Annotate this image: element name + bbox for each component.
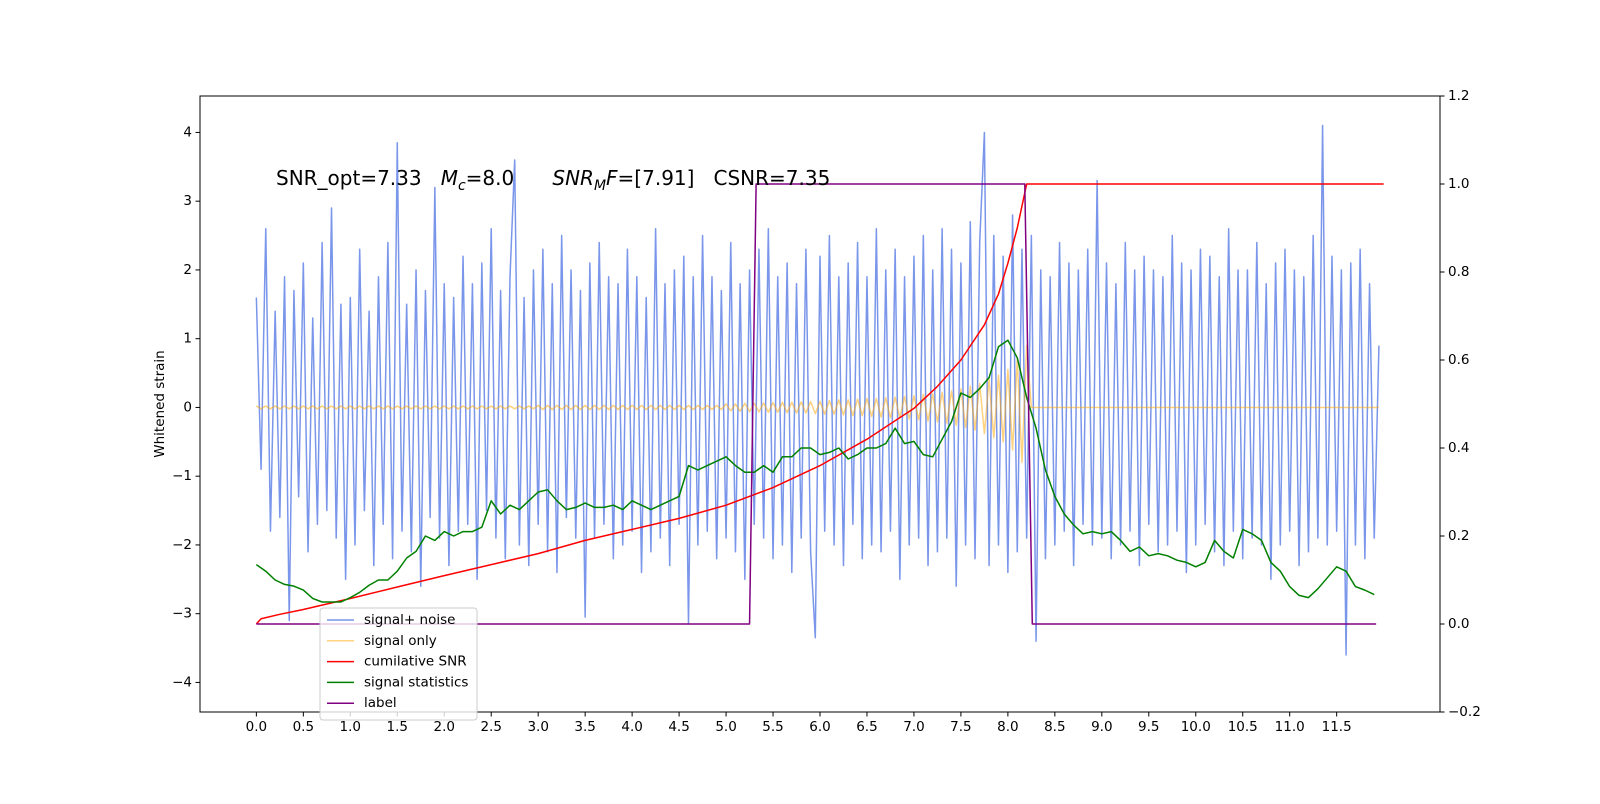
annotation-part: =[7.91] CSNR=7.35: [618, 166, 831, 190]
series-line: [255, 344, 1379, 464]
x-tick-label: 7.5: [950, 719, 971, 735]
annotation-part: =8.0: [466, 166, 553, 190]
x-tick-label: 11.0: [1275, 719, 1305, 735]
x-tick-label: 11.5: [1322, 719, 1352, 735]
legend-label: label: [364, 695, 397, 711]
y2-tick-label: 0.2: [1448, 528, 1469, 544]
x-tick-label: 4.0: [621, 719, 642, 735]
y-tick-label: 1: [183, 331, 192, 347]
legend-label: signal+ noise: [364, 612, 455, 628]
x-tick-label: 9.0: [1091, 719, 1112, 735]
annotation-part: SNR_opt=7.33: [276, 166, 441, 190]
x-tick-label: 4.5: [668, 719, 689, 735]
x-tick-label: 3.5: [574, 719, 595, 735]
y-tick-label: 4: [183, 124, 192, 140]
y-tick-label: 3: [183, 193, 192, 209]
annotation-part: M: [441, 166, 458, 190]
y2-tick-label: 0.8: [1448, 264, 1469, 280]
x-tick-label: 6.5: [856, 719, 877, 735]
y2-tick-label: 1.2: [1448, 88, 1469, 104]
x-tick-label: 8.0: [997, 719, 1018, 735]
axes-frame: [199, 95, 1441, 713]
y-tick-label: −3: [172, 606, 192, 622]
x-tick-label: 3.0: [527, 719, 548, 735]
x-tick-label: 6.0: [809, 719, 830, 735]
series-line: [256, 183, 1377, 625]
annotation-part: F: [606, 166, 618, 190]
x-tick-label: 7.0: [903, 719, 924, 735]
annotation-part: c: [458, 178, 466, 194]
legend-label: signal statistics: [364, 674, 468, 690]
y2-tick-label: −0.2: [1448, 704, 1481, 720]
x-tick-label: 1.5: [387, 719, 408, 735]
y-tick-label: −2: [172, 537, 192, 553]
x-tick-label: 5.5: [762, 719, 783, 735]
legend-label: cumilative SNR: [364, 654, 467, 670]
x-tick-label: 10.5: [1228, 719, 1258, 735]
series-line: [255, 124, 1380, 656]
x-tick-label: 0.5: [293, 719, 314, 735]
legend-box: [319, 607, 478, 721]
x-tick-label: 0.0: [246, 719, 267, 735]
x-tick-label: 8.5: [1044, 719, 1065, 735]
y2-tick-label: 0.4: [1448, 440, 1469, 456]
annotation-part: SNR: [552, 166, 594, 190]
x-tick-label: 2.0: [434, 719, 455, 735]
y-tick-label: 2: [183, 262, 192, 278]
series-line: [255, 339, 1375, 603]
x-tick-label: 10.0: [1181, 719, 1211, 735]
annotation-part: M: [594, 178, 606, 194]
y2-tick-label: 0.6: [1448, 352, 1469, 368]
legend: signal+ noise signal only cumilative SNR si…: [319, 607, 478, 721]
series-line: [255, 183, 1384, 625]
legend-label: signal only: [364, 633, 437, 649]
y-tick-label: −4: [172, 674, 192, 690]
x-tick-label: 9.5: [1138, 719, 1159, 735]
x-tick-label: 1.0: [340, 719, 361, 735]
y-tick-label: 0: [183, 399, 192, 415]
y-tick-label: −1: [172, 468, 192, 484]
y-axis-label: Whitened strain: [152, 350, 168, 457]
x-tick-label: 5.0: [715, 719, 736, 735]
y2-tick-label: 0.0: [1448, 616, 1469, 632]
annotation: SNR_opt=7.33 Mc=8.0 SNRMF=[7.91] CSNR=7.…: [276, 166, 830, 194]
y2-tick-label: 1.0: [1448, 176, 1469, 192]
x-tick-label: 2.5: [480, 719, 501, 735]
